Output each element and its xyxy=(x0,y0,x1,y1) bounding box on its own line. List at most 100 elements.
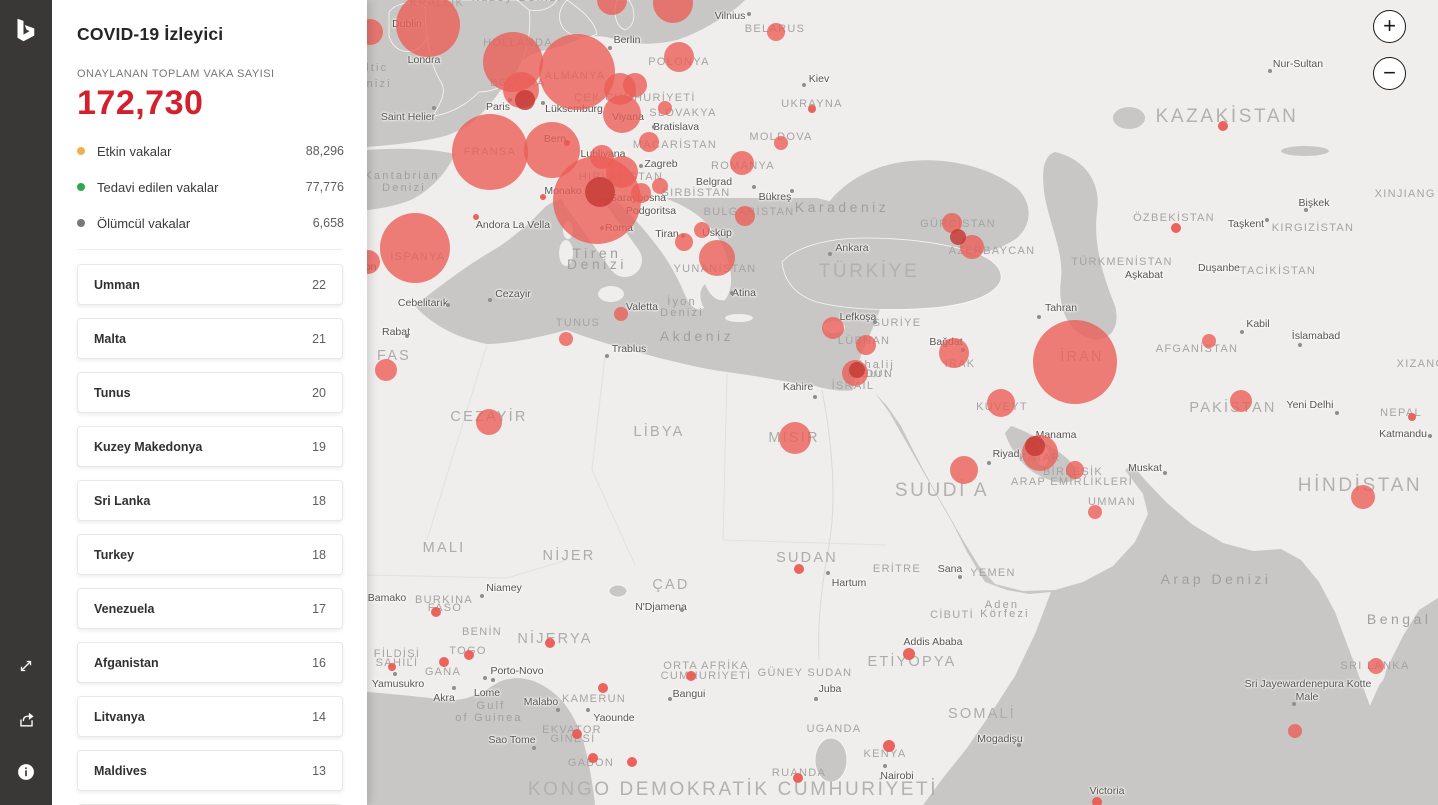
country-name: Maldives xyxy=(94,763,147,778)
case-bubble[interactable] xyxy=(564,140,570,146)
case-bubble[interactable] xyxy=(883,740,895,752)
case-bubble[interactable] xyxy=(452,114,528,190)
fullscreen-button[interactable] xyxy=(13,653,39,679)
case-bubble[interactable] xyxy=(686,671,696,681)
case-bubble[interactable] xyxy=(598,683,608,693)
case-bubble[interactable] xyxy=(699,240,735,276)
bing-logo-icon[interactable] xyxy=(13,18,39,47)
list-item[interactable]: Afganistan 16 xyxy=(77,642,343,683)
case-bubble[interactable] xyxy=(388,663,396,671)
zoom-out-button[interactable]: − xyxy=(1373,57,1406,90)
case-bubble[interactable] xyxy=(1025,436,1045,456)
list-item[interactable]: Kuzey Makedonya 19 xyxy=(77,426,343,467)
case-bubble[interactable] xyxy=(1066,461,1084,479)
case-bubble[interactable] xyxy=(1368,658,1384,674)
case-bubble[interactable] xyxy=(627,757,637,767)
legend-value: 77,776 xyxy=(305,180,344,194)
case-bubble[interactable] xyxy=(476,409,502,435)
country-case-count: 20 xyxy=(312,385,326,400)
case-bubble[interactable] xyxy=(1351,485,1375,509)
case-bubble[interactable] xyxy=(779,422,811,454)
case-bubble[interactable] xyxy=(658,101,672,115)
list-item[interactable]: Maldives 13 xyxy=(77,750,343,791)
case-bubble[interactable] xyxy=(585,177,615,207)
case-bubble[interactable] xyxy=(793,773,803,783)
case-bubble[interactable] xyxy=(559,332,573,346)
case-bubble[interactable] xyxy=(942,213,962,233)
list-item[interactable]: Turkey 18 xyxy=(77,534,343,575)
map-canvas[interactable]: DublinLondraParisSaint HelierLüksemburgB… xyxy=(367,0,1438,805)
case-bubble[interactable] xyxy=(1171,223,1181,233)
zoom-in-button[interactable]: + xyxy=(1373,10,1406,43)
case-bubble[interactable] xyxy=(1088,505,1102,519)
case-bubble[interactable] xyxy=(1092,797,1102,805)
country-case-count: 16 xyxy=(312,655,326,670)
country-case-count: 14 xyxy=(312,709,326,724)
list-item[interactable]: Tunus 20 xyxy=(77,372,343,413)
total-cases-label: ONAYLANAN TOPLAM VAKA SAYISI xyxy=(77,68,275,80)
case-bubble[interactable] xyxy=(808,105,816,113)
case-bubble[interactable] xyxy=(367,19,383,45)
case-bubble[interactable] xyxy=(380,213,450,283)
info-button[interactable] xyxy=(13,759,39,785)
case-bubble[interactable] xyxy=(367,250,380,274)
case-bubble[interactable] xyxy=(794,564,804,574)
case-bubble[interactable] xyxy=(572,729,582,739)
list-item[interactable]: Venezuela 17 xyxy=(77,588,343,629)
info-icon xyxy=(18,764,34,780)
case-bubble[interactable] xyxy=(856,335,876,355)
case-bubble[interactable] xyxy=(664,42,694,72)
case-bubble[interactable] xyxy=(396,0,460,57)
country-name: Tunus xyxy=(94,385,131,400)
case-bubble[interactable] xyxy=(603,95,641,133)
case-bubble[interactable] xyxy=(1202,334,1216,348)
country-name: Afganistan xyxy=(94,655,159,670)
list-item[interactable]: Sri Lanka 18 xyxy=(77,480,343,521)
case-bubble[interactable] xyxy=(375,359,397,381)
country-case-count: 22 xyxy=(312,277,326,292)
case-bubble[interactable] xyxy=(950,229,966,245)
case-bubble[interactable] xyxy=(774,136,788,150)
case-bubble[interactable] xyxy=(464,650,474,660)
case-bubble[interactable] xyxy=(545,638,555,648)
case-bubble[interactable] xyxy=(849,362,865,378)
legend-label: Etkin vakalar xyxy=(97,143,172,159)
case-bubble[interactable] xyxy=(653,0,693,23)
case-bubble[interactable] xyxy=(987,389,1015,417)
case-bubble[interactable] xyxy=(473,214,479,220)
case-bubble[interactable] xyxy=(588,753,598,763)
legend-value: 6,658 xyxy=(312,216,344,230)
case-bubble[interactable] xyxy=(1288,724,1302,738)
list-item[interactable]: Litvanya 14 xyxy=(77,696,343,737)
country-case-count: 18 xyxy=(312,547,326,562)
case-bubble[interactable] xyxy=(735,206,755,226)
case-bubble[interactable] xyxy=(903,648,915,660)
case-bubble[interactable] xyxy=(431,607,441,617)
case-bubble[interactable] xyxy=(675,233,693,251)
case-bubble[interactable] xyxy=(694,222,710,238)
case-bubble[interactable] xyxy=(767,23,785,41)
fatal-cases-dot-icon xyxy=(77,219,85,227)
case-bubble[interactable] xyxy=(1033,320,1117,404)
case-bubble[interactable] xyxy=(1230,390,1252,412)
case-bubble[interactable] xyxy=(597,0,627,15)
case-bubble[interactable] xyxy=(652,178,668,194)
case-bubble[interactable] xyxy=(539,34,615,110)
case-bubble[interactable] xyxy=(950,456,978,484)
case-bubble[interactable] xyxy=(939,338,969,368)
country-case-count: 19 xyxy=(312,439,326,454)
case-bubble[interactable] xyxy=(439,657,449,667)
case-bubble[interactable] xyxy=(639,132,659,152)
case-bubble[interactable] xyxy=(623,73,647,97)
case-bubble[interactable] xyxy=(730,151,754,175)
case-bubble[interactable] xyxy=(515,90,535,110)
case-bubble[interactable] xyxy=(540,194,546,200)
share-button[interactable] xyxy=(13,706,39,732)
case-bubble[interactable] xyxy=(1408,413,1416,421)
case-bubble[interactable] xyxy=(1218,121,1228,131)
case-bubble[interactable] xyxy=(822,317,844,339)
list-item[interactable]: Umman 22 xyxy=(77,264,343,305)
list-item[interactable]: Malta 21 xyxy=(77,318,343,359)
case-bubble[interactable] xyxy=(614,307,628,321)
total-cases-value: 172,730 xyxy=(77,84,204,122)
